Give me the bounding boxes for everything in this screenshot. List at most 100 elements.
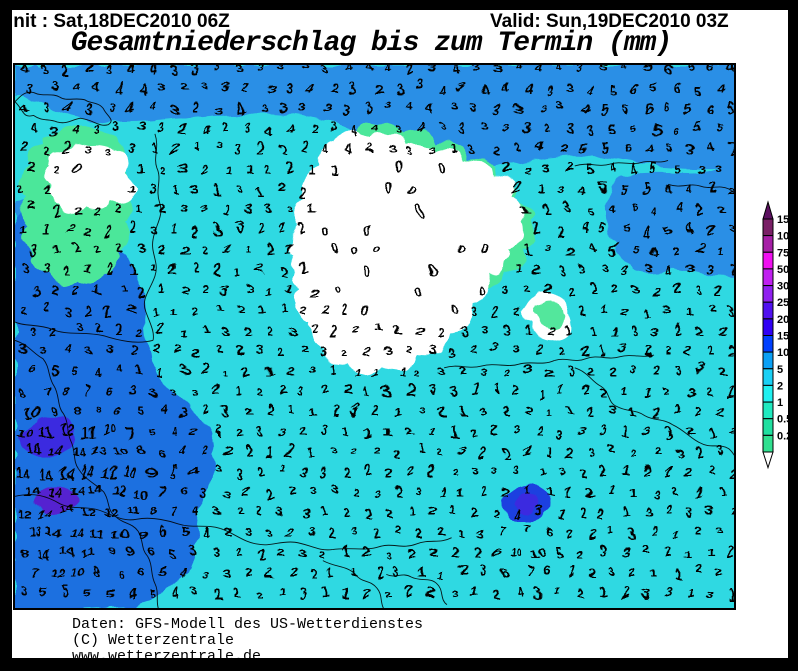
svg-text:2: 2 <box>480 444 487 459</box>
svg-text:1: 1 <box>191 141 198 156</box>
svg-text:4: 4 <box>586 80 594 95</box>
svg-text:10: 10 <box>113 526 128 541</box>
svg-text:1: 1 <box>451 425 458 440</box>
svg-text:3: 3 <box>578 424 585 439</box>
svg-text:2: 2 <box>577 585 584 600</box>
svg-text:2: 2 <box>437 323 444 338</box>
svg-text:4: 4 <box>138 82 146 97</box>
svg-text:14: 14 <box>26 443 41 458</box>
svg-text:2: 2 <box>245 323 252 338</box>
svg-text:5: 5 <box>62 584 69 599</box>
svg-text:2: 2 <box>107 262 114 277</box>
svg-text:2: 2 <box>85 224 92 239</box>
svg-text:2: 2 <box>471 342 478 357</box>
svg-text:1: 1 <box>537 385 544 400</box>
svg-text:1: 1 <box>214 182 221 197</box>
svg-text:3: 3 <box>437 120 444 135</box>
svg-text:3: 3 <box>730 221 736 236</box>
svg-text:4: 4 <box>192 505 200 520</box>
svg-text:3: 3 <box>642 586 649 601</box>
svg-text:3: 3 <box>22 261 29 276</box>
svg-text:14: 14 <box>48 443 63 458</box>
svg-text:3: 3 <box>329 122 336 137</box>
svg-text:2: 2 <box>580 383 587 398</box>
svg-text:2: 2 <box>385 466 392 481</box>
svg-text:4: 4 <box>644 224 652 239</box>
svg-text:6: 6 <box>181 484 188 499</box>
svg-text:1: 1 <box>599 585 606 600</box>
svg-text:3: 3 <box>503 322 510 337</box>
svg-text:1: 1 <box>236 382 243 397</box>
svg-text:2: 2 <box>695 445 702 460</box>
svg-text:1: 1 <box>172 183 179 198</box>
svg-text:5: 5 <box>728 102 735 117</box>
svg-text:3: 3 <box>451 385 458 400</box>
svg-text:1: 1 <box>458 403 465 418</box>
svg-text:1: 1 <box>342 423 349 438</box>
svg-text:2: 2 <box>181 79 188 94</box>
svg-text:4: 4 <box>482 81 490 96</box>
svg-text:2: 2 <box>522 283 529 298</box>
svg-text:2: 2 <box>567 243 574 258</box>
svg-text:3: 3 <box>41 263 48 278</box>
svg-text:1: 1 <box>416 443 423 458</box>
svg-text:3: 3 <box>332 484 339 499</box>
svg-text:0: 0 <box>363 223 370 238</box>
svg-text:4: 4 <box>374 120 382 135</box>
svg-text:2: 2 <box>75 203 82 218</box>
svg-text:1: 1 <box>310 200 317 215</box>
svg-text:5: 5 <box>610 121 617 136</box>
svg-text:3: 3 <box>213 140 220 155</box>
svg-text:2: 2 <box>129 343 136 358</box>
svg-text:0: 0 <box>416 284 423 299</box>
svg-text:2: 2 <box>537 343 544 358</box>
svg-text:6: 6 <box>138 564 145 579</box>
svg-text:1: 1 <box>685 545 692 560</box>
svg-text:2: 2 <box>694 565 701 580</box>
svg-text:4: 4 <box>343 140 351 155</box>
svg-text:3: 3 <box>224 565 231 580</box>
svg-text:3: 3 <box>652 486 659 501</box>
svg-text:3: 3 <box>74 322 81 337</box>
svg-text:3: 3 <box>265 201 272 216</box>
svg-text:2: 2 <box>342 302 349 317</box>
svg-text:1: 1 <box>343 545 350 560</box>
svg-text:3: 3 <box>222 486 229 501</box>
svg-text:4: 4 <box>29 122 37 137</box>
svg-text:1: 1 <box>224 162 231 177</box>
svg-text:2: 2 <box>243 364 250 379</box>
svg-text:7: 7 <box>31 565 38 580</box>
svg-text:3: 3 <box>459 324 466 339</box>
svg-text:2: 2 <box>191 263 198 278</box>
svg-text:3: 3 <box>501 122 508 137</box>
svg-text:1: 1 <box>310 404 317 419</box>
svg-text:3: 3 <box>106 65 113 76</box>
svg-text:1: 1 <box>309 443 316 458</box>
svg-text:2: 2 <box>29 161 36 176</box>
svg-text:3: 3 <box>479 526 486 541</box>
svg-text:2: 2 <box>718 323 725 338</box>
svg-text:2: 2 <box>566 444 573 459</box>
svg-text:9: 9 <box>108 545 115 560</box>
svg-text:2: 2 <box>256 546 263 561</box>
svg-text:1: 1 <box>363 384 370 399</box>
svg-text:3: 3 <box>696 362 703 377</box>
svg-text:3: 3 <box>258 100 265 115</box>
svg-text:3: 3 <box>169 385 176 400</box>
svg-text:2: 2 <box>236 425 243 440</box>
svg-text:1: 1 <box>643 304 650 319</box>
svg-text:2: 2 <box>289 564 296 579</box>
svg-text:2: 2 <box>73 242 80 257</box>
svg-text:2: 2 <box>243 80 250 95</box>
svg-text:1: 1 <box>137 161 144 176</box>
svg-text:3: 3 <box>191 545 198 560</box>
svg-text:2: 2 <box>129 302 136 317</box>
svg-text:2: 2 <box>181 242 188 257</box>
svg-text:3: 3 <box>257 424 264 439</box>
svg-text:3: 3 <box>577 65 584 75</box>
svg-text:3: 3 <box>515 344 522 359</box>
svg-text:13: 13 <box>91 445 106 460</box>
svg-text:3: 3 <box>214 463 221 478</box>
svg-text:2: 2 <box>181 283 188 298</box>
svg-text:4: 4 <box>350 122 358 137</box>
